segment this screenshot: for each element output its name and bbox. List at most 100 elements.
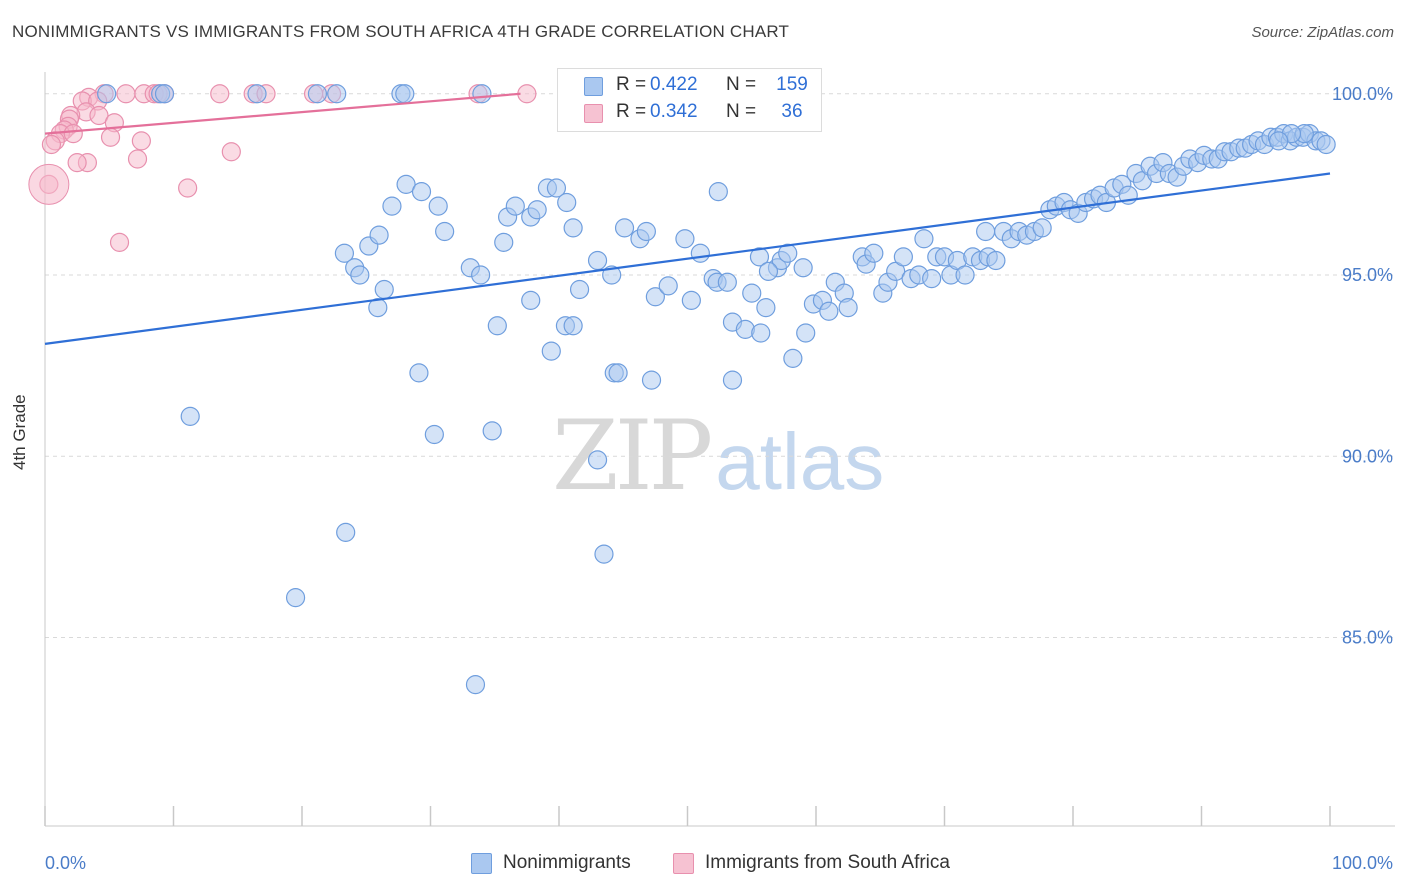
nonimmigrants-point [1316,134,1336,155]
immigrants-point [63,124,83,144]
stats-r-value: 0.342 [650,101,698,122]
nonimmigrants-point [819,301,839,321]
immigrants-point [67,153,87,173]
nonimmigrants-point [482,421,502,441]
nonimmigrants-point [487,316,507,336]
nonimmigrants-point [424,424,444,445]
nonimmigrants-point [587,250,608,271]
nonimmigrants-point [758,261,779,281]
nonimmigrants-point [690,243,710,263]
nonimmigrants-point [838,298,858,318]
nonimmigrants-point [783,348,803,368]
nonimmigrants-point [614,218,635,238]
nonimmigrants-point [793,258,813,278]
legend-label: Immigrants from South Africa [705,852,950,873]
stats-n-label: N = [726,101,757,122]
nonimmigrants-point [986,250,1006,271]
nonimmigrants-point [976,221,996,242]
nonimmigrants-point [369,225,389,245]
nonimmigrants-point [675,229,695,249]
nonimmigrants-point [97,84,117,104]
nonimmigrants-point [708,182,728,202]
nonimmigrants-point [658,276,678,296]
nonimmigrants-point [587,450,608,470]
immigrants-point [116,84,136,104]
stats-r-label: R = [616,74,647,95]
nonimmigrants-point [435,221,455,242]
nonimmigrants-point [955,265,975,285]
nonimmigrants-point [778,243,798,263]
watermark-atlas: atlas [715,417,885,506]
immigrants-point [131,131,151,151]
stats-box: R = 0.422 N = 159 R = 0.342 N = 36 [557,68,822,132]
nonimmigrants-point [472,84,492,104]
nonimmigrants-point [471,265,491,285]
nonimmigrants-point [751,323,771,343]
nonimmigrants-point [494,232,514,252]
nonimmigrants-point [569,279,590,300]
immigrants-point [178,178,198,198]
nonimmigrants-point [350,265,370,285]
immigrants-point [41,134,62,155]
nonimmigrants-point [557,192,577,213]
nonimmigrants-point [641,370,662,390]
nonimmigrants-point [563,218,583,238]
stats-n-value: 159 [776,74,808,95]
nonimmigrants-point [722,370,743,390]
nonimmigrants-point [756,298,776,318]
y-tick-label: 90.0% [1342,446,1393,466]
stats-swatch-blue [584,77,603,96]
nonimmigrants-point [796,323,816,343]
nonimmigrants-point [396,174,416,194]
stats-r-label: R = [616,101,647,122]
watermark: ZIPatlas [552,400,884,512]
immigrants-points-layer [28,84,537,252]
nonimmigrants-point [1268,131,1289,151]
y-tick-label: 100.0% [1332,84,1393,104]
nonimmigrants-point [546,178,567,198]
nonimmigrants-point [521,290,541,310]
nonimmigrants-point [608,363,628,383]
nonimmigrants-point [154,84,175,104]
immigrants-point [221,142,241,162]
nonimmigrants-point [717,272,737,292]
immigrants-point [517,84,537,104]
nonimmigrants-point [334,243,355,263]
trend-layer [44,92,1331,345]
nonimmigrants-point [382,196,402,216]
nonimmigrants-trend-line [44,172,1331,345]
nonimmigrants-point [645,287,665,307]
nonimmigrants-point [681,290,701,310]
legend-swatch-blue [471,853,492,874]
chart-title: NONIMMIGRANTS VS IMMIGRANTS FROM SOUTH A… [12,22,790,41]
nonimmigrants-point [374,279,394,300]
x-tick-label: 100.0% [1332,853,1393,873]
immigrants-point [100,127,121,147]
stats-swatch-pink [584,104,603,123]
nonimmigrants-point [1032,218,1052,238]
legend-label: Nonimmigrants [503,852,631,873]
nonimmigrants-point [368,298,388,318]
nonimmigrants-point [428,196,448,216]
immigrants-point [127,149,148,169]
stats-r-value: 0.422 [650,74,698,95]
nonimmigrants-point [893,247,913,267]
nonimmigrants-point [285,588,306,608]
nonimmigrants-point [465,675,486,695]
immigrants-point [89,105,109,126]
immigrants-point [109,232,130,252]
grid-layer [45,93,1395,638]
immigrants-point [210,84,230,104]
source-label: Source: ZipAtlas.com [1251,24,1394,41]
nonimmigrants-point [864,243,884,263]
y-tick-label: 85.0% [1342,628,1393,648]
immigrants-trend-line [44,92,521,135]
nonimmigrants-points-layer [97,84,1336,695]
nonimmigrants-point [636,221,656,242]
nonimmigrants-point [602,265,622,285]
nonimmigrants-point [409,363,429,383]
nonimmigrants-point [742,283,762,303]
stats-n-label: N = [726,74,757,95]
nonimmigrants-point [180,406,200,426]
